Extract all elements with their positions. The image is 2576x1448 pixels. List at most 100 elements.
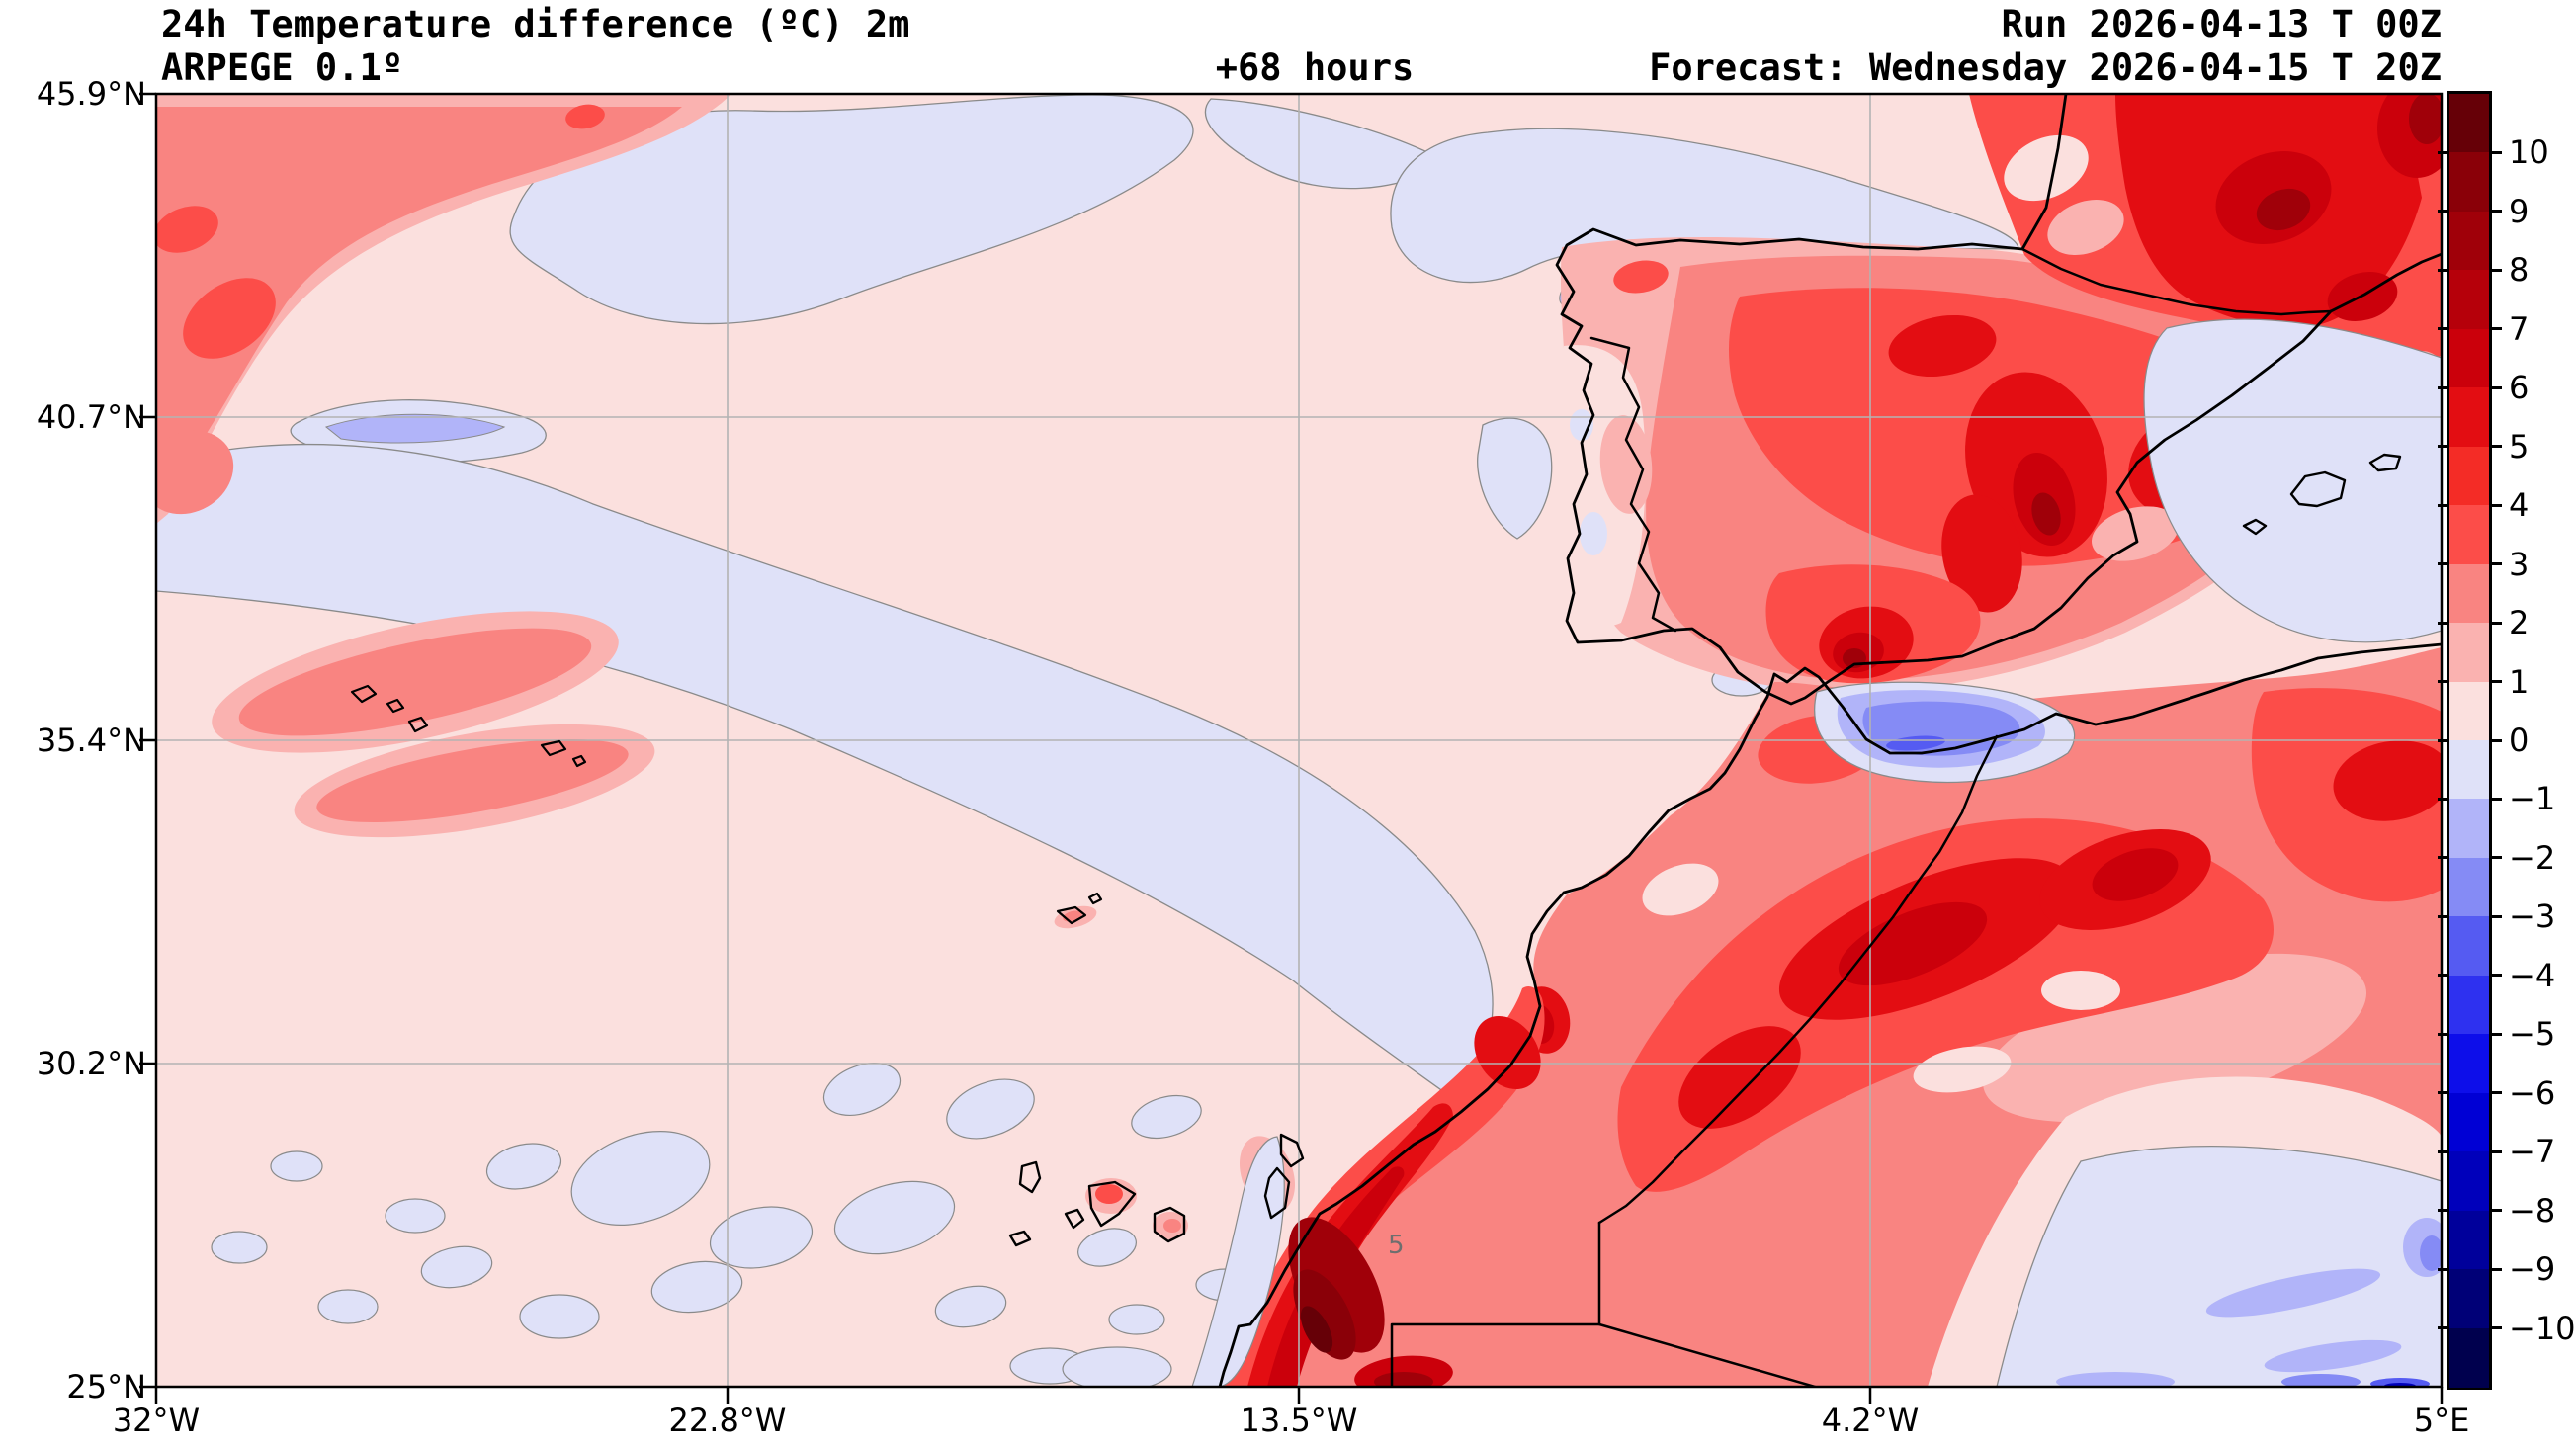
colorbar-tick-label: 3 xyxy=(2509,545,2530,583)
atlantic-lavender-swath xyxy=(156,443,1494,1098)
border-spain-france xyxy=(2020,247,2333,316)
map-field: 5 xyxy=(156,94,2442,1387)
colorbar-tick-label: 8 xyxy=(2509,251,2530,290)
colorbar-tick xyxy=(2489,503,2502,507)
colorbar-tick-stub xyxy=(2438,1326,2447,1330)
colorbar-tick-stub xyxy=(2438,621,2447,625)
border-spain-portugal xyxy=(1589,336,1677,633)
x-axis-ticks xyxy=(154,1387,2444,1404)
colorbar-segment xyxy=(2449,1327,2489,1388)
colorbar-tick-stub xyxy=(2438,445,2447,449)
colorbar-tick-label: −5 xyxy=(2509,1015,2556,1054)
colorbar-segment xyxy=(2449,1210,2489,1270)
colorbar-tick-stub xyxy=(2438,1267,2447,1271)
coastline-iberia-france xyxy=(1555,94,2442,706)
colorbar-tick-label: 10 xyxy=(2509,133,2549,172)
se-corner-cool-field xyxy=(1928,1076,2442,1387)
colorbar-segment xyxy=(2449,328,2489,388)
y-tick-label: 30.2°N xyxy=(36,1045,146,1082)
forecast-time-label: Forecast: Wednesday 2026-04-15 T 20Z xyxy=(1649,46,2442,89)
colorbar-tick xyxy=(2489,150,2502,154)
colorbar-tick xyxy=(2489,738,2502,742)
colorbar-tick-stub xyxy=(2438,562,2447,566)
colorbar-tick-label: −7 xyxy=(2509,1133,2556,1171)
border-western-sahara xyxy=(1390,1221,1601,1387)
colorbar-tick-label: −4 xyxy=(2509,956,2556,994)
colorbar-tick-stub xyxy=(2438,1209,2447,1213)
colorbar-segment xyxy=(2449,211,2489,271)
colorbar-tick xyxy=(2489,445,2502,449)
madeira-islands xyxy=(1056,892,1103,925)
x-tick-label: 13.5°W xyxy=(1240,1402,1358,1439)
colorbar-tick-label: 5 xyxy=(2509,427,2530,466)
colorbar-tick xyxy=(2489,1267,2502,1271)
colorbar-tick-stub xyxy=(2438,268,2447,272)
x-tick-label: 4.2°W xyxy=(1821,1402,1920,1439)
model-label: ARPEGE 0.1º xyxy=(161,46,404,89)
y-tick-label: 25°N xyxy=(66,1368,146,1405)
page-title: 24h Temperature difference (ºC) 2m xyxy=(161,3,910,45)
colorbar-tick-label: 4 xyxy=(2509,486,2530,525)
azores-islands xyxy=(350,684,587,768)
colorbar-segment xyxy=(2449,152,2489,213)
colorbar-tick xyxy=(2489,1209,2502,1213)
lead-time-label: +68 hours xyxy=(1215,46,1415,89)
x-tick-label: 32°W xyxy=(112,1402,201,1439)
colorbar-tick-stub xyxy=(2438,738,2447,742)
contour-value-label: 5 xyxy=(1388,1231,1405,1260)
colorbar-tick-label: −6 xyxy=(2509,1073,2556,1112)
border-algeria-mauritania xyxy=(1597,1322,1817,1387)
colorbar-tick-stub xyxy=(2438,150,2447,154)
y-tick-label: 35.4°N xyxy=(36,722,146,759)
positive-anomaly-field xyxy=(156,94,2442,1387)
colorbar-segment xyxy=(2449,740,2489,801)
colorbar-tick-stub xyxy=(2438,210,2447,213)
canary-islands xyxy=(1008,1133,1305,1247)
colorbar-segment xyxy=(2449,94,2489,154)
y-tick-label: 40.7°N xyxy=(36,398,146,436)
colorbar-tick xyxy=(2489,914,2502,918)
colorbar-segment xyxy=(2449,681,2489,741)
colorbar-tick-stub xyxy=(2438,797,2447,801)
colorbar-segment xyxy=(2449,799,2489,859)
coastlines-and-borders xyxy=(350,94,2442,1387)
colorbar-segment xyxy=(2449,916,2489,977)
colorbar-tick xyxy=(2489,562,2502,566)
colorbar-segment xyxy=(2449,1269,2489,1329)
balearic-islands xyxy=(2242,453,2402,536)
colorbar-segment xyxy=(2449,270,2489,330)
colorbar-tick-label: 7 xyxy=(2509,309,2530,348)
y-tick-label: 45.9°N xyxy=(36,75,146,113)
colorbar-segment xyxy=(2449,975,2489,1035)
colorbar-tick-label: 1 xyxy=(2509,662,2530,701)
colorbar-tick xyxy=(2489,1032,2502,1036)
colorbar-segment xyxy=(2449,446,2489,506)
colorbar-tick-label: −3 xyxy=(2509,897,2556,936)
colorbar-segment xyxy=(2449,857,2489,917)
colorbar-tick-stub xyxy=(2438,327,2447,331)
colorbar-tick-stub xyxy=(2438,974,2447,978)
colorbar-segment xyxy=(2449,505,2489,565)
run-time-label: Run 2026-04-13 T 00Z xyxy=(2001,3,2442,45)
colorbar-tick-stub xyxy=(2438,914,2447,918)
colorbar-tick-label: 6 xyxy=(2509,369,2530,407)
colorbar-tick xyxy=(2489,268,2502,272)
colorbar-tick-stub xyxy=(2438,385,2447,389)
colorbar-tick xyxy=(2489,680,2502,684)
border-morocco-algeria xyxy=(1597,734,1999,1225)
colorbar-tick-stub xyxy=(2438,680,2447,684)
colorbar xyxy=(2447,91,2492,1390)
colorbar-segment xyxy=(2449,1151,2489,1212)
offshore-morocco-lavender-strip xyxy=(1191,1136,1285,1387)
colorbar-tick xyxy=(2489,621,2502,625)
colorbar-tick xyxy=(2489,1326,2502,1330)
colorbar-segment xyxy=(2449,1092,2489,1152)
colorbar-tick-label: −9 xyxy=(2509,1250,2556,1289)
colorbar-tick-label: 9 xyxy=(2509,192,2530,230)
colorbar-tick-stub xyxy=(2438,1150,2447,1153)
colorbar-tick xyxy=(2489,856,2502,860)
colorbar-tick xyxy=(2489,1091,2502,1095)
gridlines xyxy=(156,94,2442,1387)
